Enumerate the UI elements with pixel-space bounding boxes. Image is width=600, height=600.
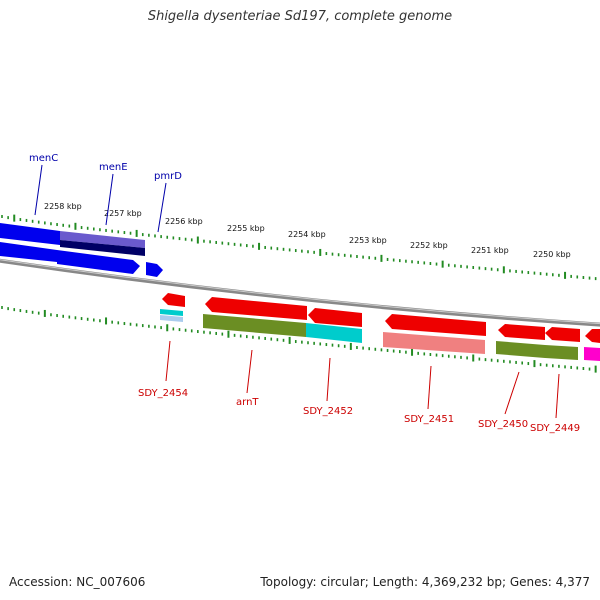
gene-label-menC[interactable]: menC (29, 153, 58, 164)
gene-feature-menE-inner[interactable] (60, 240, 145, 256)
gene-label-pmrD[interactable]: pmrD (154, 171, 182, 182)
arnT-leader-line (246, 349, 253, 394)
scale-label-2253: 2253 kbp (349, 236, 387, 245)
gene-feature-pmrD[interactable] (146, 262, 163, 277)
scale-label-2255: 2255 kbp (227, 224, 265, 233)
forward-gene-labels (34, 164, 167, 233)
reverse-gene-labels (165, 340, 560, 419)
scale-label-2257: 2257 kbp (104, 209, 142, 218)
genome-backbone (0, 258, 600, 327)
gene-label-SDY_2450[interactable]: SDY_2450 (478, 419, 528, 430)
gene-feature-SDY_2454-small[interactable] (160, 309, 183, 316)
accession-label: Accession: NC_007606 (9, 575, 146, 589)
gene-feature-menC[interactable] (0, 223, 60, 245)
scale-label-2250: 2250 kbp (533, 250, 571, 259)
gene-label-SDY_2454[interactable]: SDY_2454 (138, 388, 188, 399)
scale-ticks-upper (1, 214, 597, 281)
reverse-strand-features (160, 293, 600, 361)
gene-feature-SDY_2454-small-b[interactable] (160, 315, 183, 322)
menE-leader-line (105, 173, 114, 226)
gene-feature-SDY_2449-upper[interactable] (545, 327, 580, 342)
SDY_2449-leader-line (555, 373, 560, 419)
gene-label-SDY_2449[interactable]: SDY_2449 (530, 423, 580, 434)
menC-leader-line (34, 164, 43, 216)
gene-feature-arnT[interactable] (203, 314, 306, 337)
map-title: Shigella dysenteriae Sd197, complete gen… (147, 9, 453, 24)
scale-label-2254: 2254 kbp (288, 230, 326, 239)
scale-label-2258: 2258 kbp (44, 202, 82, 211)
scale-label-2252: 2252 kbp (410, 241, 448, 250)
gene-feature-SDY_2448-upper[interactable] (585, 329, 600, 343)
gene-feature-SDY_2451-upper[interactable] (385, 314, 486, 336)
gene-feature-SDY_2451[interactable] (383, 332, 485, 354)
scale-ticks-lower (1, 305, 597, 373)
gene-label-SDY_2451[interactable]: SDY_2451 (404, 414, 454, 425)
gene-feature-menE[interactable] (60, 231, 145, 248)
SDY_2452-leader-line (326, 357, 331, 402)
gene-feature-SDY_2450[interactable] (496, 341, 545, 358)
SDY_2451-leader-line (427, 365, 432, 410)
forward-strand-features (0, 223, 163, 277)
gene-feature-menB-arrow[interactable] (57, 250, 140, 274)
scale-labels: 2258 kbp 2257 kbp 2256 kbp 2255 kbp 2254… (44, 202, 571, 259)
scale-label-2251: 2251 kbp (471, 246, 509, 255)
gene-feature-SDY_2450-upper[interactable] (498, 324, 545, 340)
gene-feature-SDY_2454[interactable] (162, 293, 185, 307)
SDY_2450-leader-line (504, 371, 520, 415)
topology-summary: Topology: circular; Length: 4,369,232 bp… (260, 575, 590, 589)
gene-feature-SDY_2452[interactable] (306, 323, 362, 343)
gene-feature-menB[interactable] (0, 242, 57, 262)
pmrD-leader-line (157, 182, 167, 233)
gene-feature-SDY_2452-upper[interactable] (308, 308, 362, 327)
genome-backbone-highlight (0, 259, 600, 325)
SDY_2454-leader-line (165, 340, 171, 382)
gene-feature-SDY_2448[interactable] (584, 347, 600, 361)
gene-feature-arnT-upper[interactable] (205, 297, 307, 320)
gene-feature-SDY_2449[interactable] (545, 345, 578, 360)
gene-label-SDY_2452[interactable]: SDY_2452 (303, 406, 353, 417)
gene-label-menE[interactable]: menE (99, 162, 128, 173)
scale-label-2256: 2256 kbp (165, 217, 203, 226)
gene-label-arnT[interactable]: arnT (236, 397, 259, 408)
